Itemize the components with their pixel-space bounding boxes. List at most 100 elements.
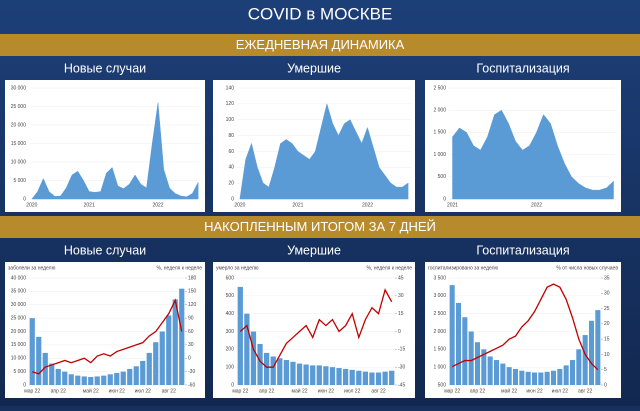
- y-tick-label: 40: [228, 165, 234, 171]
- x-tick-label: апр 22: [51, 388, 66, 394]
- x-tick-label: июн 22: [109, 388, 125, 394]
- bar: [172, 299, 178, 385]
- bar: [362, 371, 369, 385]
- y-tick-label: 30 000: [11, 302, 27, 308]
- bar: [576, 349, 582, 385]
- bar: [550, 370, 557, 385]
- y-tick-label: 30 000: [11, 85, 27, 91]
- y-tick-label: 100: [226, 364, 235, 370]
- y-tick-label: 120: [226, 101, 235, 107]
- bar: [153, 342, 159, 385]
- y-tick-label: 500: [438, 382, 447, 388]
- bar: [493, 360, 500, 385]
- y-tick-label: 15 000: [11, 342, 27, 348]
- bar: [283, 360, 290, 385]
- y2-tick-label: 180: [188, 275, 197, 281]
- y2-tick-label: 25: [604, 306, 610, 312]
- y-tick-label: 5 000: [13, 178, 26, 184]
- y-tick-label: 2 000: [433, 329, 446, 335]
- section-band: [0, 216, 640, 238]
- bar: [569, 360, 576, 385]
- y-tick-label: 80: [228, 133, 234, 139]
- x-tick-label: май 22: [292, 387, 308, 394]
- bar: [29, 318, 35, 385]
- bar: [582, 335, 588, 385]
- y2-axis-title: %, неделя к неделе: [367, 265, 413, 271]
- section-band: [0, 34, 640, 56]
- bar: [107, 374, 113, 385]
- bar: [159, 331, 165, 385]
- bar: [81, 376, 87, 385]
- y-tick-label: 5 000: [13, 369, 26, 375]
- bar: [62, 371, 68, 385]
- y2-tick-label: 35: [604, 275, 610, 281]
- bar: [133, 366, 139, 385]
- bar: [263, 352, 270, 385]
- x-tick-label: авг 22: [371, 388, 385, 394]
- bar: [382, 371, 388, 385]
- bar: [375, 372, 382, 385]
- y-tick-label: 35 000: [11, 289, 27, 295]
- x-tick-label: июн 22: [526, 388, 542, 394]
- y-tick-label: 100: [226, 117, 235, 123]
- y2-tick-label: 30: [398, 293, 404, 299]
- section-title: НАКОПЛЕННЫМ ИТОГОМ ЗА 7 ДНЕЙ: [204, 219, 436, 234]
- y2-tick-label: 10: [604, 352, 610, 358]
- bar: [506, 367, 512, 385]
- section-title: ЕЖЕДНЕВНАЯ ДИНАМИКА: [236, 37, 405, 52]
- y-tick-label: 1 500: [433, 347, 446, 353]
- y2-tick-label: 60: [188, 329, 194, 335]
- bar: [237, 286, 243, 385]
- bar: [296, 363, 303, 385]
- y2-tick-label: -15: [398, 347, 405, 353]
- x-tick-label: мар 22: [444, 388, 460, 394]
- area: [239, 102, 409, 200]
- y-axis-title: заболели за неделю: [8, 265, 56, 271]
- bar: [481, 349, 487, 385]
- bar: [349, 369, 355, 385]
- bar: [303, 364, 309, 385]
- y-tick-label: 1 000: [433, 364, 446, 370]
- x-tick-label: июл 22: [135, 388, 152, 394]
- bar: [519, 370, 525, 385]
- chart-title: Умершие: [287, 61, 341, 75]
- bar: [146, 352, 152, 385]
- chart-title: Умершие: [287, 243, 341, 257]
- bar: [250, 331, 257, 385]
- y2-tick-label: 0: [398, 329, 401, 335]
- x-tick-label: июл 22: [344, 388, 361, 394]
- bar: [487, 356, 493, 385]
- y-tick-label: 200: [226, 347, 235, 353]
- y2-tick-label: -60: [188, 382, 195, 388]
- chart-title: Новые случаи: [64, 61, 146, 75]
- bar: [277, 358, 283, 385]
- y2-tick-label: -45: [398, 382, 405, 388]
- x-tick-label: мар 22: [232, 388, 248, 394]
- area: [31, 102, 199, 200]
- bar: [525, 371, 531, 385]
- bar: [42, 352, 48, 385]
- bar: [336, 368, 342, 385]
- bar: [389, 370, 395, 385]
- x-tick-label: 2022: [531, 202, 542, 208]
- y-tick-label: 500: [226, 293, 235, 299]
- bar: [290, 361, 296, 385]
- y-tick-label: 0: [443, 196, 446, 202]
- y-tick-label: 2 500: [433, 311, 446, 317]
- bar: [316, 365, 322, 385]
- x-tick-label: июл 22: [552, 388, 569, 394]
- y-tick-label: 10 000: [11, 159, 27, 165]
- y-tick-label: 3 000: [433, 293, 446, 299]
- y-tick-label: 0: [231, 196, 234, 202]
- y-tick-label: 140: [226, 85, 235, 91]
- y-tick-label: 0: [231, 382, 234, 388]
- bar: [323, 366, 329, 385]
- y-tick-label: 15 000: [11, 141, 27, 147]
- x-tick-label: авг 22: [578, 388, 592, 394]
- y2-tick-label: -30: [398, 364, 405, 370]
- y2-tick-label: 90: [188, 315, 194, 321]
- y-tick-label: 1 000: [433, 152, 446, 158]
- bar: [329, 367, 336, 385]
- x-tick-label: апр 22: [470, 388, 485, 394]
- y2-tick-label: 5: [604, 367, 607, 373]
